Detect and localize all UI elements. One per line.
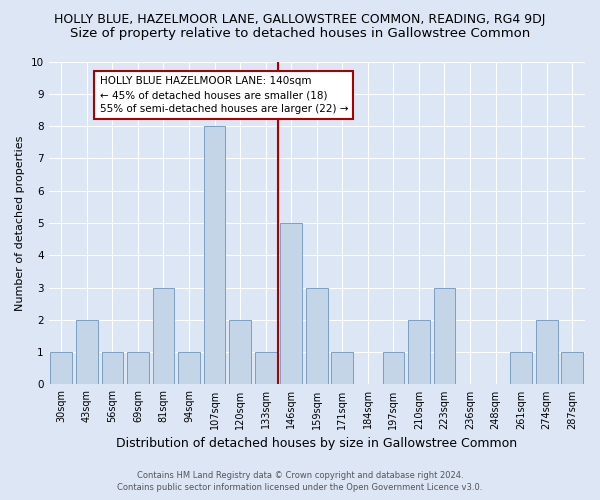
Bar	[127, 352, 149, 384]
Bar	[408, 320, 430, 384]
Bar	[306, 288, 328, 384]
Bar	[255, 352, 277, 384]
Bar	[204, 126, 226, 384]
Bar	[229, 320, 251, 384]
Bar	[562, 352, 583, 384]
Bar	[280, 223, 302, 384]
Bar	[178, 352, 200, 384]
Text: Contains HM Land Registry data © Crown copyright and database right 2024.
Contai: Contains HM Land Registry data © Crown c…	[118, 471, 482, 492]
Bar	[50, 352, 72, 384]
Bar	[331, 352, 353, 384]
Bar	[434, 288, 455, 384]
Text: Size of property relative to detached houses in Gallowstree Common: Size of property relative to detached ho…	[70, 28, 530, 40]
Bar	[383, 352, 404, 384]
Bar	[510, 352, 532, 384]
Bar	[101, 352, 123, 384]
Bar	[76, 320, 98, 384]
Bar	[536, 320, 557, 384]
Y-axis label: Number of detached properties: Number of detached properties	[15, 136, 25, 310]
Bar	[152, 288, 175, 384]
Text: HOLLY BLUE HAZELMOOR LANE: 140sqm
← 45% of detached houses are smaller (18)
55% : HOLLY BLUE HAZELMOOR LANE: 140sqm ← 45% …	[100, 76, 348, 114]
Text: HOLLY BLUE, HAZELMOOR LANE, GALLOWSTREE COMMON, READING, RG4 9DJ: HOLLY BLUE, HAZELMOOR LANE, GALLOWSTREE …	[55, 12, 545, 26]
X-axis label: Distribution of detached houses by size in Gallowstree Common: Distribution of detached houses by size …	[116, 437, 517, 450]
